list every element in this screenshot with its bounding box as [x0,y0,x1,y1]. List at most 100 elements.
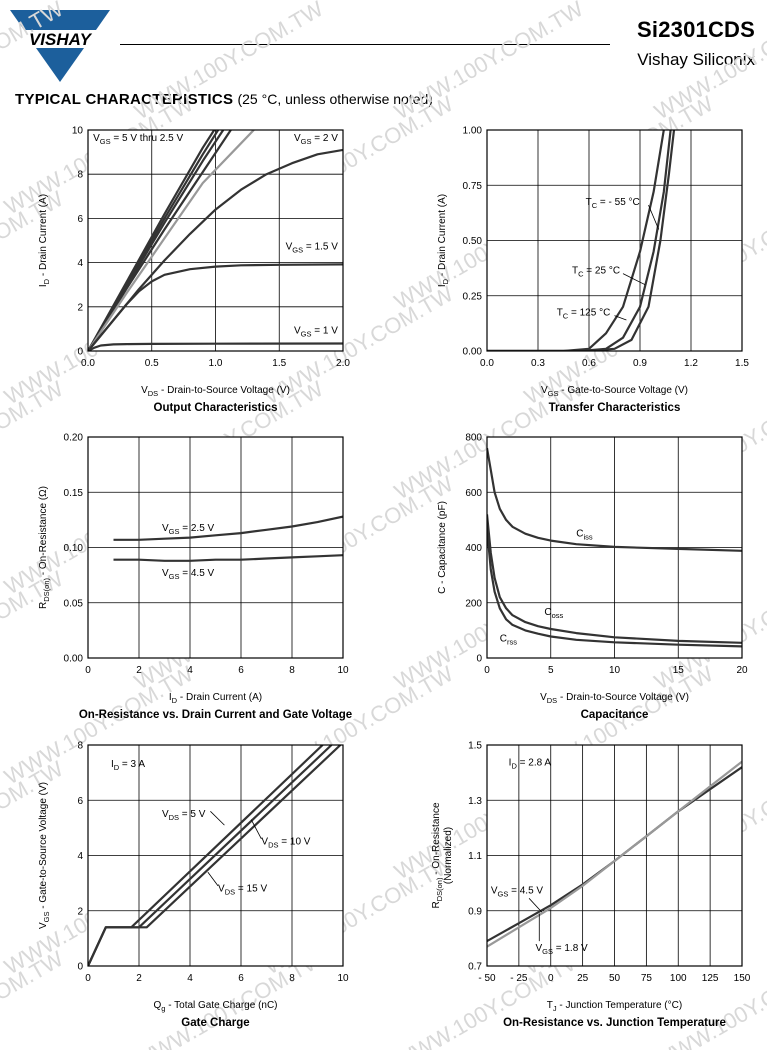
x-tick-label: 0.6 [582,358,596,369]
y-tick-label: 8 [77,741,83,752]
curve-annotation: VGS = 2 V [294,133,338,146]
y-tick-label: 0.7 [468,962,482,973]
x-tick-label: 100 [670,973,687,984]
y-axis-label-line2: (Normalized) [443,827,454,884]
x-tick-label: 125 [702,973,719,984]
curve-annotation: ID = 3 A [111,759,145,772]
logo-band [10,10,110,30]
curve-annotation: VGS = 4.5 V [162,568,215,581]
company-name: Vishay Siliconix [637,50,755,69]
x-tick-label: 2 [136,665,142,676]
chart-on_resistance_id: 0 2 4 6 8 10 0.00 0.05 0.10 0.15 0.20 VGS = 2.5 V VG… [38,433,352,722]
curve-annotation: VGS = 2.5 V [162,523,215,536]
y-tick-label: 1.3 [468,796,482,807]
chart-title: Gate Charge [181,1017,249,1029]
section-note: (25 °C, unless otherwise noted) [237,91,433,107]
x-tick-label: 0.9 [633,358,647,369]
curve-annotation: VGS = 4.5 V [491,885,544,898]
y-tick-label: 0.50 [463,236,483,247]
y-tick-label: 0.75 [463,181,483,192]
annotation-leader [210,811,225,826]
y-tick-label: 0.15 [64,488,84,499]
x-tick-label: 8 [289,973,295,984]
y-tick-label: 10 [72,126,84,137]
y-tick-label: 800 [465,433,482,444]
plot-frame [87,744,344,967]
y-tick-label: 0.00 [64,654,84,665]
y-tick-label: 200 [465,598,482,609]
annotation-leader [648,204,660,230]
x-tick-label: 8 [289,665,295,676]
annotation-leader [622,273,646,286]
x-axis-label: VDS - Drain-to-Source Voltage (V) [141,385,290,398]
curve-annotation: TC = 25 °C [572,266,620,279]
x-axis-label: TJ - Junction Temperature (°C) [547,1000,682,1013]
y-tick-label: 0.00 [463,347,483,358]
x-tick-label: - 50 [478,973,496,984]
x-tick-label: 4 [187,973,193,984]
y-tick-label: 0 [77,962,83,973]
y-tick-label: 4 [77,258,83,269]
y-axis-label: RDS(on) - On-Resistance [431,802,444,908]
x-tick-label: - 25 [510,973,528,984]
y-tick-label: 0.10 [64,543,84,554]
curve-annotation: ID = 2.8 A [509,758,552,771]
curve-annotation: Coss [544,607,563,620]
part-number: Si2301CDS [637,17,755,42]
x-tick-label: 10 [337,665,349,676]
x-tick-label: 1.0 [209,358,223,369]
x-tick-label: 2 [136,973,142,984]
x-tick-label: 0.3 [531,358,545,369]
curve-annotation: VGS = 1 V [294,325,338,338]
section-title: TYPICAL CHARACTERISTICS (25 °C, unless o… [15,91,433,108]
y-tick-label: 1.5 [468,741,482,752]
x-tick-label: 6 [238,973,244,984]
section-title-text: TYPICAL CHARACTERISTICS [15,91,234,108]
x-tick-label: 1.2 [684,358,698,369]
x-tick-label: 0 [484,665,490,676]
chart-title: Transfer Characteristics [549,402,681,414]
chart-on_resistance_tj: - 50 - 25 0 25 50 75 100 125 150 0.7 0.9 1.1 1.3 1.5 I… [431,741,751,1030]
y-tick-label: 600 [465,488,482,499]
x-tick-label: 25 [577,973,589,984]
y-tick-label: 6 [77,214,83,225]
y-tick-label: 0 [77,347,83,358]
x-axis-label: ID - Drain Current (A) [169,692,262,705]
y-tick-label: 1.00 [463,126,483,137]
x-axis-label: Qg - Total Gate Charge (nC) [153,1000,277,1013]
plot-frame [87,436,344,659]
series-line-coss [487,514,742,644]
y-tick-label: 0.25 [463,291,483,302]
y-tick-label: 2 [77,302,83,313]
curve-annotation: VGS = 1.8 V [535,943,588,956]
chart-title: Output Characteristics [154,402,278,414]
annotation-leader [207,871,219,887]
header-rule [120,44,610,45]
y-axis-label: ID - Drain Current (A) [38,194,51,287]
x-tick-label: 4 [187,665,193,676]
x-tick-label: 50 [609,973,621,984]
plot-frame [486,129,743,352]
series-line-vgs-2-5-v [88,130,255,351]
series-line-ciss [487,447,742,552]
y-axis-label: ID - Drain Current (A) [437,194,450,287]
vishay-logo: VISHAY [10,10,110,84]
series-line-vgs-2-5-v [113,515,343,541]
x-tick-label: 0 [85,665,91,676]
y-tick-label: 0 [476,654,482,665]
series-line-vgs-1-5-v [88,263,343,351]
chart-gate_charge: 0 2 4 6 8 10 0 2 4 6 8 ID = 3 A VDS = 5 V VDS = 10 V V… [38,741,349,1030]
curve-annotation: Ciss [576,528,593,541]
x-tick-label: 0.0 [81,358,95,369]
x-tick-label: 10 [609,665,621,676]
chart-transfer: 0.0 0.3 0.6 0.9 1.2 1.5 0.00 0.25 0.50 0.75 1.00 TC… [437,126,749,415]
y-tick-label: 400 [465,543,482,554]
x-tick-label: 2.0 [336,358,350,369]
x-tick-label: 0 [548,973,554,984]
x-axis-label: VDS - Drain-to-Source Voltage (V) [540,692,689,705]
y-tick-label: 8 [77,170,83,181]
chart-output: 0.0 0.5 1.0 1.5 2.0 0 2 4 6 8 10 VGS = 5 V thru 2.5… [38,126,350,415]
x-tick-label: 10 [337,973,349,984]
